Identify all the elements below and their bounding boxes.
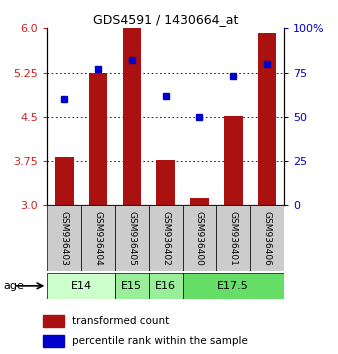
Bar (149, 205, 183, 271)
Bar (43, 315, 64, 327)
Bar (47, 205, 81, 271)
Text: GSM936402: GSM936402 (161, 211, 170, 266)
Text: age: age (3, 281, 24, 291)
Text: GSM936401: GSM936401 (229, 211, 238, 266)
Bar (224, 116, 243, 205)
Bar (258, 33, 276, 205)
Bar (115, 273, 149, 299)
Text: GSM936400: GSM936400 (195, 211, 204, 266)
Text: E14: E14 (71, 281, 92, 291)
Bar (250, 205, 284, 271)
Text: E15: E15 (121, 281, 142, 291)
Text: GSM936403: GSM936403 (60, 211, 69, 266)
Bar (149, 273, 183, 299)
Bar (55, 157, 74, 205)
Text: GSM936406: GSM936406 (263, 211, 271, 266)
Bar (183, 273, 284, 299)
Bar (216, 205, 250, 271)
Text: GSM936405: GSM936405 (127, 211, 136, 266)
Bar (115, 205, 149, 271)
Text: E17.5: E17.5 (217, 281, 249, 291)
Text: E16: E16 (155, 281, 176, 291)
Text: GSM936404: GSM936404 (94, 211, 102, 266)
Bar (47, 273, 115, 299)
Bar (190, 198, 209, 205)
Bar (89, 73, 107, 205)
Bar (43, 335, 64, 347)
Text: percentile rank within the sample: percentile rank within the sample (72, 336, 248, 346)
Text: transformed count: transformed count (72, 316, 170, 326)
Bar (183, 205, 216, 271)
Bar (81, 205, 115, 271)
Bar (123, 28, 141, 205)
Bar (156, 160, 175, 205)
Title: GDS4591 / 1430664_at: GDS4591 / 1430664_at (93, 13, 238, 26)
